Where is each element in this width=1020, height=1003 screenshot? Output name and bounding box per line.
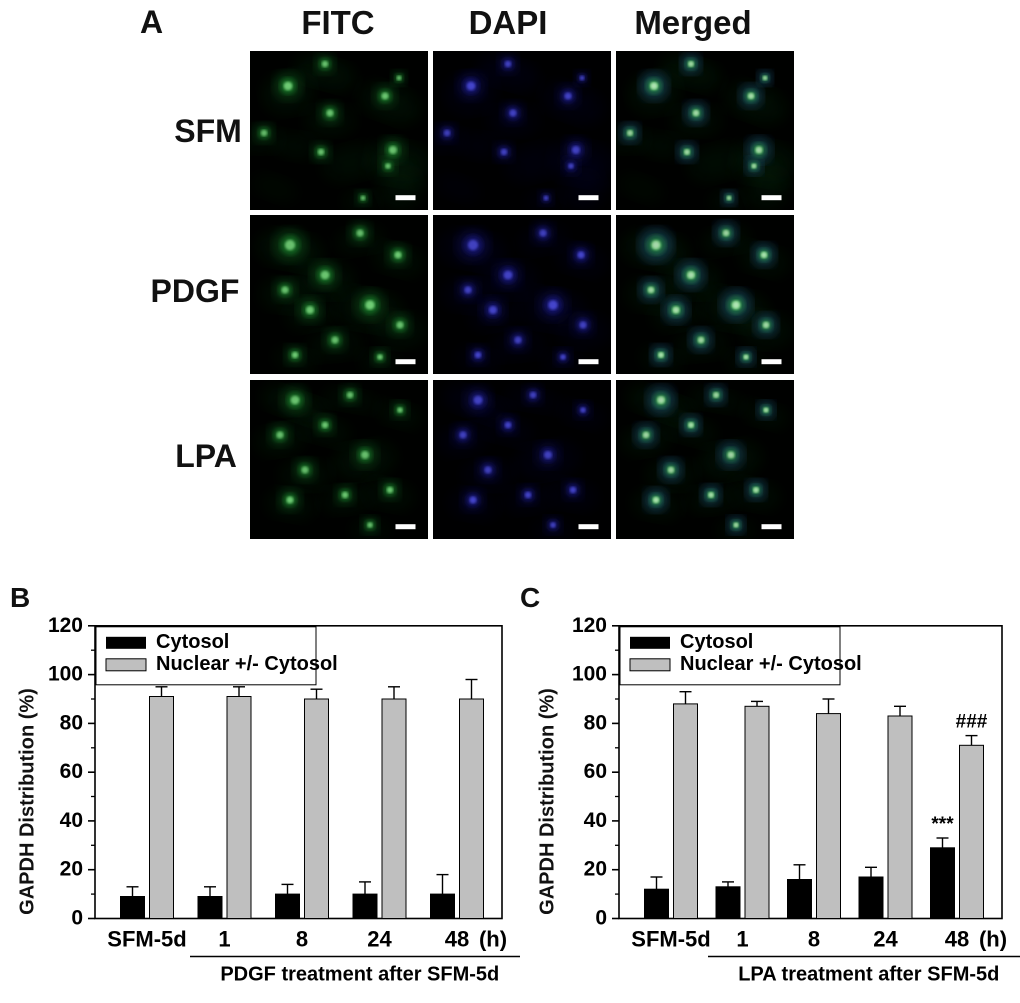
svg-text:120: 120 xyxy=(572,614,607,637)
svg-text:Nuclear +/- Cytosol: Nuclear +/- Cytosol xyxy=(680,653,862,675)
svg-text:***: *** xyxy=(931,814,954,835)
svg-text:20: 20 xyxy=(60,858,83,881)
svg-text:48: 48 xyxy=(445,927,469,952)
svg-text:8: 8 xyxy=(296,927,308,952)
svg-text:24: 24 xyxy=(367,927,392,952)
svg-text:1: 1 xyxy=(736,927,748,952)
svg-text:80: 80 xyxy=(584,711,607,734)
svg-text:0: 0 xyxy=(595,907,607,930)
svg-text:(h): (h) xyxy=(479,927,507,952)
svg-text:Nuclear +/- Cytosol: Nuclear +/- Cytosol xyxy=(156,653,338,675)
svg-text:PDGF treatment after SFM-5d: PDGF treatment after SFM-5d xyxy=(220,964,499,986)
svg-text:###: ### xyxy=(956,712,988,733)
svg-text:1: 1 xyxy=(218,927,230,952)
svg-text:60: 60 xyxy=(584,760,607,783)
svg-text:40: 40 xyxy=(584,809,607,832)
svg-text:100: 100 xyxy=(48,663,83,686)
svg-text:SFM-5d: SFM-5d xyxy=(107,927,186,952)
svg-text:60: 60 xyxy=(60,760,83,783)
svg-text:0: 0 xyxy=(71,907,83,930)
svg-text:Cytosol: Cytosol xyxy=(156,631,229,653)
svg-text:48: 48 xyxy=(945,927,969,952)
svg-text:SFM-5d: SFM-5d xyxy=(631,927,710,952)
svg-text:120: 120 xyxy=(48,614,83,637)
svg-text:100: 100 xyxy=(572,663,607,686)
svg-text:8: 8 xyxy=(808,927,820,952)
svg-text:(h): (h) xyxy=(979,927,1007,952)
svg-text:80: 80 xyxy=(60,711,83,734)
svg-text:LPA treatment after SFM-5d: LPA treatment after SFM-5d xyxy=(738,964,999,986)
svg-text:40: 40 xyxy=(60,809,83,832)
svg-text:Cytosol: Cytosol xyxy=(680,631,753,653)
svg-text:24: 24 xyxy=(873,927,898,952)
svg-text:20: 20 xyxy=(584,858,607,881)
